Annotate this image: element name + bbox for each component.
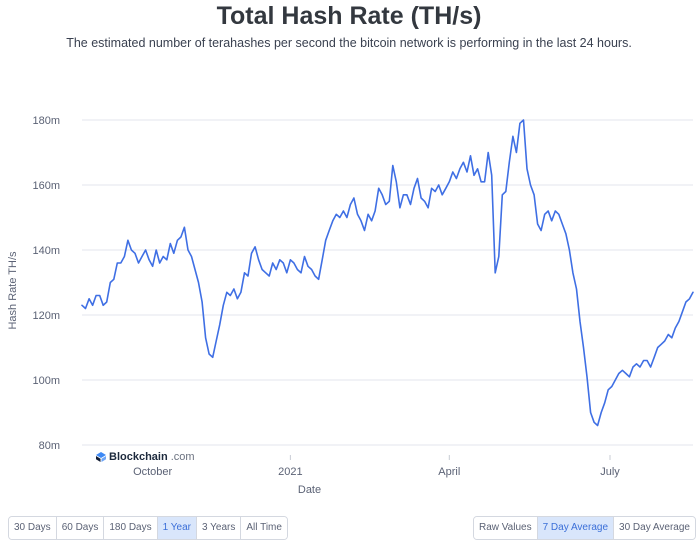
- y-tick-label: 100m: [32, 375, 60, 387]
- hash-rate-line: [81, 119, 694, 427]
- watermark-brand: Blockchain: [109, 451, 168, 463]
- mode-button-raw-values[interactable]: Raw Values: [473, 517, 538, 539]
- blockchain-watermark: Blockchain .com: [96, 451, 195, 463]
- x-axis-title: Date: [298, 484, 321, 496]
- x-tick-label: April: [438, 466, 460, 478]
- mode-button-30-day-average[interactable]: 30 Day Average: [614, 517, 695, 539]
- chart-title: Total Hash Rate (TH/s): [216, 2, 482, 30]
- range-button-1-year[interactable]: 1 Year: [157, 517, 197, 539]
- range-button-30-days[interactable]: 30 Days: [9, 517, 57, 539]
- y-tick-label: 140m: [32, 245, 60, 257]
- chart-subtitle: The estimated number of terahashes per s…: [66, 36, 632, 50]
- watermark-domain: .com: [170, 451, 195, 463]
- x-tick-label: October: [133, 466, 172, 478]
- x-tick-label: 2021: [278, 466, 302, 478]
- average-mode-buttons: Raw Values 7 Day Average 30 Day Average: [472, 516, 696, 540]
- time-range-buttons: 30 Days 60 Days 180 Days 1 Year 3 Years …: [8, 516, 288, 540]
- y-tick-label: 80m: [39, 440, 60, 452]
- range-button-3-years[interactable]: 3 Years: [197, 517, 242, 539]
- blockchain-logo-icon: [96, 452, 106, 462]
- range-button-180-days[interactable]: 180 Days: [104, 517, 158, 539]
- y-axis-title: Hash Rate TH/s: [7, 251, 19, 330]
- x-tick-label: July: [600, 466, 620, 478]
- y-tick-label: 180m: [32, 115, 60, 127]
- mode-button-7-day-average[interactable]: 7 Day Average: [537, 517, 615, 539]
- range-button-60-days[interactable]: 60 Days: [56, 517, 105, 539]
- y-tick-label: 160m: [32, 180, 60, 192]
- y-tick-label: 120m: [32, 310, 60, 322]
- range-button-all-time[interactable]: All Time: [241, 517, 287, 539]
